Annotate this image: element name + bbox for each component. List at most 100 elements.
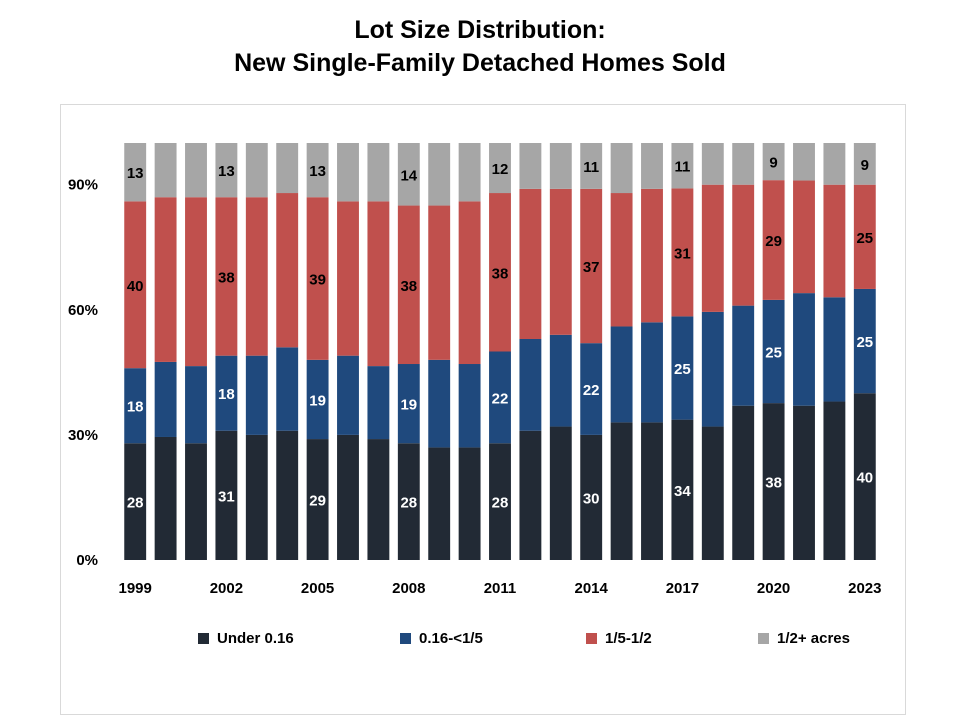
data-label-1999: 40 [127, 278, 144, 295]
bar-segment-2008-under-0-16 [397, 443, 420, 560]
bar-segment-2016-1-2-acres [641, 143, 663, 189]
bar-segment-2015-under-0-16 [610, 422, 633, 560]
data-label-2014: 37 [583, 259, 600, 276]
bar-segment-2004-1-5-1-2 [276, 193, 299, 348]
bar-segment-2015-1-2-acres [610, 143, 633, 194]
bar-segment-2012-under-0-16 [519, 430, 542, 560]
bar-segment-2009-0-16-1-5 [428, 359, 451, 448]
x-tick-label: 2005 [301, 580, 334, 597]
data-label-2020: 29 [765, 233, 782, 250]
data-label-1999: 28 [127, 495, 144, 512]
bar-segment-1999-1-2-acres [124, 143, 147, 202]
data-label-2002: 18 [218, 386, 235, 403]
bar-segment-2007-under-0-16 [367, 439, 390, 560]
data-label-2002: 13 [218, 163, 235, 180]
bar-segment-2008-1-5-1-2 [397, 205, 420, 365]
bar-segment-2010-1-2-acres [458, 143, 481, 202]
bar-segment-2016-0-16-1-5 [641, 322, 663, 423]
data-label-2008: 28 [400, 495, 417, 512]
bar-segment-2012-0-16-1-5 [519, 338, 542, 431]
data-label-2020: 25 [765, 345, 782, 362]
legend-label: 1/5-1/2 [605, 630, 652, 647]
data-label-1999: 13 [127, 165, 144, 182]
chart-title-line-2: New Single-Family Detached Homes Sold [234, 49, 726, 77]
bar-segment-2020-under-0-16 [762, 403, 785, 560]
bar-segment-2017-under-0-16 [671, 419, 694, 560]
bar-segment-2000-1-2-acres [154, 143, 177, 198]
data-label-2005: 39 [309, 272, 326, 289]
bar-segment-2000-1-5-1-2 [154, 197, 177, 362]
bar-segment-2023-under-0-16 [853, 393, 876, 560]
bar-segment-2023-1-2-acres [853, 143, 876, 185]
data-label-2005: 19 [309, 392, 326, 409]
bar-segment-2021-1-5-1-2 [793, 180, 815, 294]
bar-segment-2005-0-16-1-5 [306, 359, 329, 440]
bar-segment-2013-1-5-1-2 [549, 188, 572, 335]
data-label-2023: 25 [856, 230, 873, 247]
bar-segment-2019-1-5-1-2 [732, 184, 755, 306]
bar-segment-2021-0-16-1-5 [793, 293, 815, 406]
bar-segment-2003-1-2-acres [245, 143, 268, 198]
data-label-2014: 30 [583, 490, 600, 507]
bar-segment-2014-1-2-acres [580, 143, 603, 189]
x-tick-label: 2011 [484, 580, 517, 597]
bar-segment-2009-1-2-acres [428, 143, 451, 206]
y-tick-label: 30% [68, 427, 98, 444]
data-label-2014: 22 [583, 382, 600, 399]
bar-segment-2016-1-5-1-2 [641, 188, 663, 323]
bar-segment-2022-0-16-1-5 [823, 297, 846, 402]
data-label-2017: 34 [674, 483, 691, 500]
bar-segment-2003-1-5-1-2 [245, 197, 268, 356]
data-label-2008: 38 [400, 278, 417, 295]
bar-segment-2006-0-16-1-5 [337, 355, 359, 435]
bar-segment-2022-1-5-1-2 [823, 184, 846, 298]
bar-segment-2020-1-5-1-2 [762, 180, 785, 300]
bar-segment-2005-1-2-acres [306, 143, 329, 198]
bar-segment-2001-under-0-16 [185, 443, 207, 560]
x-tick-label: 2023 [848, 580, 881, 597]
bar-segment-2010-0-16-1-5 [458, 364, 481, 448]
bar-segment-2005-1-5-1-2 [306, 197, 329, 360]
legend-label: 1/2+ acres [777, 630, 850, 647]
bar-segment-2020-1-2-acres [762, 143, 785, 181]
bar-segment-2019-0-16-1-5 [732, 305, 755, 406]
bar-segment-2016-under-0-16 [641, 422, 663, 560]
x-tick-label: 2020 [757, 580, 790, 597]
bar-segment-2004-under-0-16 [276, 430, 299, 560]
data-label-2011: 28 [492, 495, 509, 512]
bar-segment-2018-0-16-1-5 [701, 311, 724, 427]
x-tick-label: 2014 [575, 580, 609, 597]
bar-segment-2023-1-5-1-2 [853, 184, 876, 289]
legend-swatch [400, 633, 411, 644]
data-label-2008: 14 [400, 167, 417, 184]
x-tick-label: 2017 [666, 580, 699, 597]
bar-segment-2010-under-0-16 [458, 447, 481, 560]
data-label-2017: 31 [674, 245, 691, 262]
legend-label: 0.16-<1/5 [419, 630, 483, 647]
bar-segment-2014-1-5-1-2 [580, 188, 603, 344]
bar-segment-2013-1-2-acres [549, 143, 572, 189]
x-tick-label: 2002 [210, 580, 243, 597]
bar-segment-2022-1-2-acres [823, 143, 846, 185]
bar-segment-2021-under-0-16 [793, 405, 815, 560]
bar-segment-2018-under-0-16 [701, 426, 724, 560]
bar-segment-2023-0-16-1-5 [853, 288, 876, 394]
chart-frame [60, 104, 906, 715]
bar-segment-2018-1-2-acres [701, 143, 724, 185]
bar-segment-2020-0-16-1-5 [762, 299, 785, 404]
bar-segment-2021-1-2-acres [793, 143, 815, 181]
bar-segment-2011-under-0-16 [489, 443, 511, 560]
bar-segment-2000-under-0-16 [154, 436, 177, 560]
bar-segment-2019-1-2-acres [732, 143, 755, 185]
bar-segment-2015-0-16-1-5 [610, 326, 633, 423]
bar-segment-1999-1-5-1-2 [124, 201, 147, 369]
bar-segment-2017-1-5-1-2 [671, 188, 694, 317]
y-tick-label: 60% [68, 302, 98, 319]
data-label-2023: 9 [861, 157, 869, 174]
bar-segment-2006-1-5-1-2 [337, 201, 359, 356]
legend-swatch [758, 633, 769, 644]
data-label-2005: 13 [309, 163, 326, 180]
bar-segment-2015-1-5-1-2 [610, 193, 633, 327]
